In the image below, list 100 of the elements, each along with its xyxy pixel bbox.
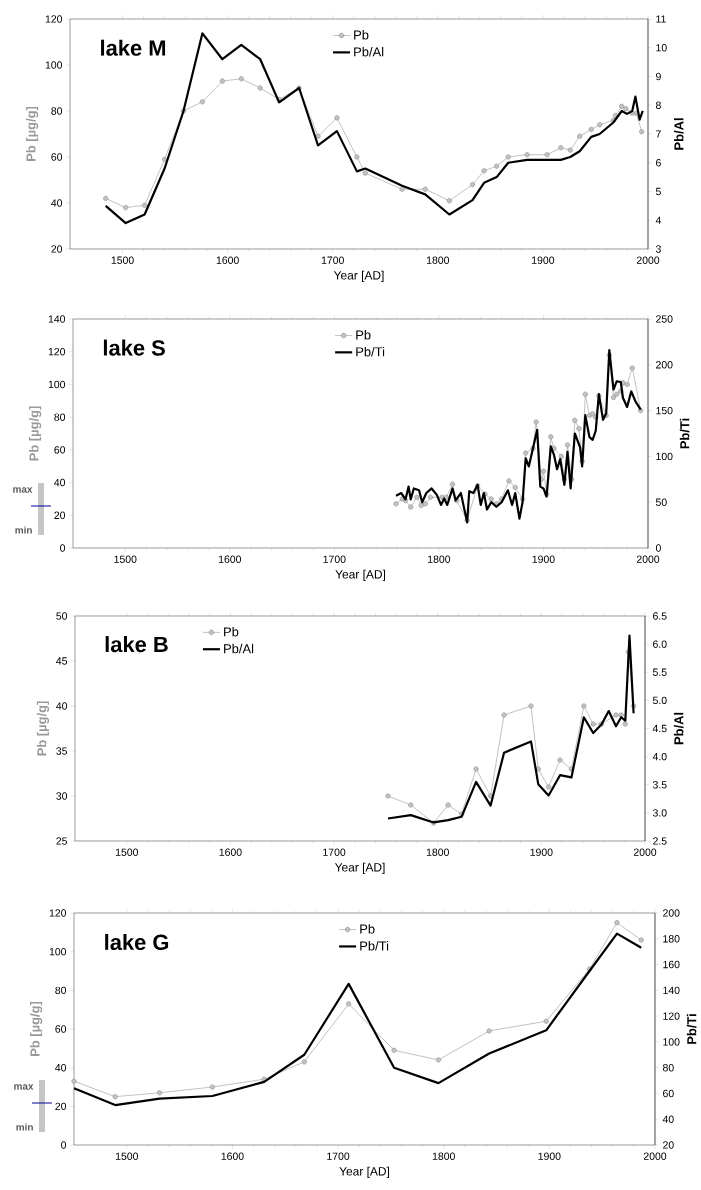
x-tick-label: 2000 xyxy=(643,1152,667,1160)
x-tick-label: 1900 xyxy=(530,848,553,856)
x-tick-label: 2000 xyxy=(636,555,660,563)
legend-label: Pb/Al xyxy=(354,46,384,57)
y2-tick-label: 3.0 xyxy=(652,809,667,817)
x-tick-label: 1900 xyxy=(532,555,555,563)
x-tick-label: 1600 xyxy=(219,848,242,856)
y2-tick-label: 6 xyxy=(656,159,661,167)
y-tick-label: 0 xyxy=(61,1141,67,1149)
y-axis-title: Pb [µg/g] xyxy=(29,406,42,461)
y2-tick-label: 6.0 xyxy=(653,640,667,648)
y-tick-label: 0 xyxy=(60,544,66,552)
y-tick-label: 100 xyxy=(48,380,66,389)
y-axis-title: Pb [µg/g] xyxy=(26,106,39,161)
x-tick-label: 1500 xyxy=(115,848,139,856)
x-tick-label: 1600 xyxy=(218,555,242,563)
y2-tick-label: 160 xyxy=(663,960,680,969)
y2-tick-label: 5.0 xyxy=(652,696,667,705)
y-tick-label: 20 xyxy=(51,245,63,253)
x-tick-label: 2000 xyxy=(633,848,657,856)
x-axis-title: Year [AD] xyxy=(335,569,386,581)
y-tick-label: 50 xyxy=(56,612,68,620)
y-tick-label: 60 xyxy=(51,153,63,161)
y2-tick-label: 0 xyxy=(655,544,661,552)
x-tick-label: 1500 xyxy=(115,1152,139,1160)
text: lake G xyxy=(105,933,169,951)
x-tick-label: 1700 xyxy=(321,256,344,264)
y-tick-label: 60 xyxy=(55,1025,67,1033)
text: lake S xyxy=(103,339,165,356)
y2-axis-title: Pb/Ti xyxy=(679,418,690,449)
y2-tick-label: 4 xyxy=(655,216,662,224)
x-tick-label: 1500 xyxy=(111,256,134,264)
text: max xyxy=(14,1084,34,1090)
y-tick-label: 120 xyxy=(48,348,66,356)
y-tick-label: 40 xyxy=(56,702,68,710)
x-tick-label: 1700 xyxy=(327,1152,350,1160)
y-tick-label: 30 xyxy=(56,792,68,800)
y2-tick-label: 140 xyxy=(663,986,680,995)
y-tick-label: 80 xyxy=(54,413,66,421)
y-axis-title: Pb [µg/g] xyxy=(30,1001,43,1056)
y2-tick-label: 5.5 xyxy=(652,668,667,676)
x-tick-label: 1800 xyxy=(428,555,451,563)
y-tick-label: 80 xyxy=(51,107,63,115)
y2-tick-label: 180 xyxy=(663,935,680,943)
legend-label: Pb/Al xyxy=(224,643,254,654)
y-tick-label: 40 xyxy=(55,1063,67,1072)
y2-tick-label: 20 xyxy=(663,1141,674,1149)
y2-tick-label: 9 xyxy=(656,72,661,81)
y2-tick-label: 10 xyxy=(656,44,667,52)
y2-tick-label: 8 xyxy=(655,101,661,109)
y-tick-label: 25 xyxy=(56,837,68,845)
y2-tick-label: 250 xyxy=(656,315,673,323)
x-tick-label: 2000 xyxy=(636,256,660,264)
x-tick-label: 1700 xyxy=(323,848,346,856)
y-axis-title: Pb [µg/g] xyxy=(36,701,50,756)
text: lake M xyxy=(101,39,166,56)
y2-tick-label: 100 xyxy=(656,452,673,461)
y-tick-label: 100 xyxy=(49,947,67,956)
y-tick-label: 100 xyxy=(45,61,63,69)
x-tick-label: 1700 xyxy=(323,555,346,563)
y2-axis-title: Pb/Al xyxy=(673,712,684,745)
x-tick-label: 1900 xyxy=(532,256,555,264)
x-tick-label: 1500 xyxy=(114,555,137,563)
y2-axis-title: Pb/Ti xyxy=(686,1014,697,1044)
x-axis-title: Year [AD] xyxy=(339,1166,390,1178)
legend-label: Pb xyxy=(354,30,369,40)
y2-tick-label: 80 xyxy=(662,1063,674,1072)
y2-tick-label: 200 xyxy=(663,909,680,917)
y-tick-label: 20 xyxy=(55,1102,67,1111)
y2-tick-label: 3.5 xyxy=(652,781,667,789)
y-tick-label: 45 xyxy=(56,657,68,665)
y2-tick-label: 150 xyxy=(656,406,673,415)
y2-tick-label: 4.0 xyxy=(652,752,667,761)
y2-tick-label: 120 xyxy=(663,1012,680,1020)
y2-axis-title: Pb/Al xyxy=(673,118,684,150)
x-axis-title: Year [AD] xyxy=(333,270,384,282)
y2-tick-label: 4.5 xyxy=(652,724,667,733)
y-tick-label: 60 xyxy=(54,446,66,454)
y-tick-label: 40 xyxy=(51,199,63,207)
y2-tick-label: 3 xyxy=(655,245,661,253)
y-tick-label: 140 xyxy=(48,315,66,323)
y2-tick-label: 40 xyxy=(662,1115,674,1123)
legend-label: Pb/Ti xyxy=(360,941,389,951)
y2-tick-label: 6.5 xyxy=(653,612,667,620)
text: min xyxy=(15,526,32,534)
text: max xyxy=(13,487,33,493)
y2-tick-label: 50 xyxy=(655,498,667,506)
x-tick-label: 1800 xyxy=(432,1152,455,1160)
y-tick-label: 80 xyxy=(55,986,67,995)
y-tick-label: 40 xyxy=(54,478,66,487)
x-tick-label: 1800 xyxy=(426,848,449,856)
y2-tick-label: 7 xyxy=(656,130,661,138)
text: min xyxy=(16,1123,33,1131)
y-tick-label: 120 xyxy=(49,909,67,917)
x-tick-label: 1600 xyxy=(216,256,239,264)
x-tick-label: 1600 xyxy=(221,1152,244,1160)
y-tick-label: 20 xyxy=(54,511,66,519)
legend-label: Pb xyxy=(224,626,239,637)
y2-tick-label: 2.5 xyxy=(653,837,667,845)
y2-tick-label: 5 xyxy=(655,187,661,196)
